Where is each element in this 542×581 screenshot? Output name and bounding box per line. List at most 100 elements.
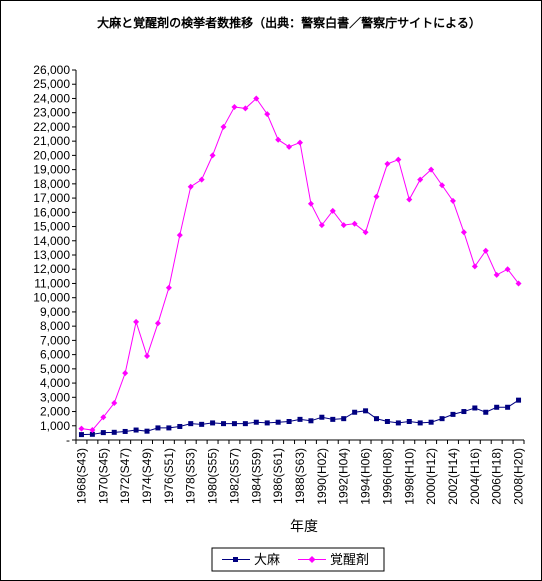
y-tick-label: 14,000	[33, 234, 70, 248]
data-point	[352, 409, 358, 415]
data-point	[384, 419, 390, 424]
data-point	[460, 229, 467, 236]
data-point	[318, 222, 325, 229]
legend-marker-stimulants	[308, 556, 316, 563]
data-point	[253, 95, 260, 102]
x-tick-label: 1972(S47)	[118, 448, 132, 504]
data-point	[505, 404, 511, 410]
x-tick-label: 1990(H02)	[315, 448, 329, 505]
x-tick-label: 1998(H10)	[402, 448, 416, 505]
data-point	[471, 263, 478, 270]
series-1	[78, 95, 522, 434]
y-tick-label: 3,000	[40, 390, 70, 404]
data-point	[516, 397, 522, 403]
data-point	[417, 420, 423, 426]
data-point	[210, 420, 216, 426]
data-point	[242, 105, 249, 112]
y-tick-label: -	[66, 433, 70, 447]
data-point	[275, 136, 282, 143]
x-tick-label: 2008(H20)	[512, 448, 526, 505]
y-axis: -1,0002,0003,0004,0005,0006,0007,0008,00…	[33, 63, 77, 447]
data-point	[100, 414, 107, 421]
data-point	[155, 425, 161, 431]
x-tick-label: 1982(S57)	[227, 448, 241, 504]
data-point	[89, 427, 96, 434]
data-point	[133, 427, 139, 433]
y-tick-label: 22,000	[33, 120, 70, 134]
y-tick-label: 20,000	[33, 148, 70, 162]
data-point	[133, 318, 140, 325]
data-point	[307, 200, 314, 207]
y-tick-label: 2,000	[40, 405, 70, 419]
data-point	[493, 271, 500, 278]
data-point	[264, 420, 270, 426]
x-tick-label: 1968(S43)	[74, 448, 88, 504]
y-tick-label: 10,000	[33, 291, 70, 305]
data-point	[122, 428, 128, 434]
chart-title: 大麻と覚醒剤の検挙者数推移（出典：警察白書／警察庁サイトによる）	[97, 15, 481, 30]
data-point	[483, 409, 489, 415]
data-point	[482, 247, 489, 254]
data-point	[122, 370, 129, 377]
data-point	[154, 320, 161, 327]
x-tick-label: 2006(H18)	[490, 448, 504, 505]
x-tick-label: 1974(S49)	[140, 448, 154, 504]
y-tick-label: 12,000	[33, 262, 70, 276]
y-tick-label: 5,000	[40, 362, 70, 376]
data-point	[428, 419, 434, 425]
y-tick-label: 8,000	[40, 319, 70, 333]
data-point	[329, 207, 336, 214]
series-line	[81, 97, 519, 431]
x-tick-label: 2002(H14)	[446, 448, 460, 505]
x-tick-label: 1988(S63)	[293, 448, 307, 504]
data-point	[439, 416, 445, 422]
data-point	[297, 416, 303, 422]
y-tick-label: 17,000	[33, 191, 70, 205]
legend-label-stimulants: 覚醒剤	[330, 552, 369, 568]
x-axis: 1968(S43) 1970(S45) 1972(S47) 1974(S49) 1976…	[74, 439, 526, 505]
data-point	[264, 111, 271, 118]
data-point	[395, 156, 402, 163]
y-tick-label: 26,000	[33, 63, 70, 77]
y-tick-label: 23,000	[33, 106, 70, 120]
data-point	[199, 421, 205, 427]
data-point	[187, 183, 194, 190]
x-tick-label: 1970(S45)	[96, 448, 110, 504]
y-tick-label: 18,000	[33, 177, 70, 191]
data-point	[177, 423, 183, 429]
x-tick-label: 1978(S53)	[184, 448, 198, 504]
data-point	[220, 123, 227, 130]
data-point	[286, 419, 292, 424]
data-point	[450, 411, 456, 417]
data-point	[494, 404, 500, 410]
y-tick-label: 4,000	[40, 376, 70, 390]
data-point	[176, 232, 183, 239]
data-point	[472, 405, 478, 411]
x-tick-label: 2000(H12)	[424, 448, 438, 505]
y-tick-label: 7,000	[40, 333, 70, 347]
y-tick-label: 16,000	[33, 205, 70, 219]
data-point	[363, 408, 369, 414]
x-tick-label: 1994(H06)	[359, 448, 373, 505]
data-point	[231, 104, 238, 110]
data-point	[275, 419, 281, 425]
data-point	[515, 280, 522, 287]
y-tick-label: 24,000	[33, 91, 70, 105]
data-point	[406, 419, 412, 424]
data-point	[308, 418, 314, 424]
data-point	[144, 353, 151, 360]
data-point	[330, 416, 336, 422]
data-point	[340, 222, 347, 229]
data-point	[428, 166, 435, 173]
data-point	[188, 421, 194, 427]
x-tick-label: 1980(S55)	[206, 448, 220, 504]
data-point	[242, 421, 248, 427]
data-point	[351, 220, 358, 227]
data-point	[166, 425, 172, 431]
data-point	[111, 400, 118, 406]
legend: 大麻 覚醒剤	[211, 547, 385, 572]
data-point	[461, 409, 467, 415]
y-tick-label: 6,000	[40, 348, 70, 362]
data-point	[89, 431, 95, 437]
